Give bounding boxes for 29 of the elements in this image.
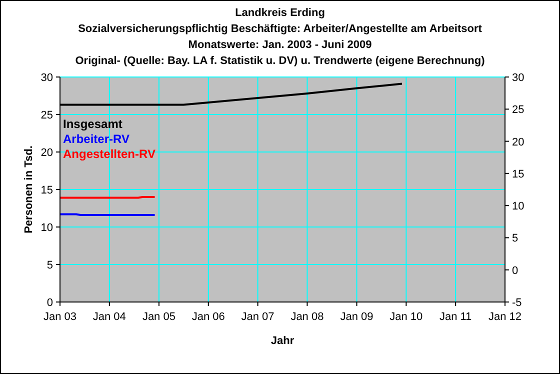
y2-tick-label: 25 xyxy=(512,104,524,116)
x-tick-label: Jan 07 xyxy=(241,311,274,323)
y2-tick-label: 5 xyxy=(512,232,518,245)
y-tick-label: 25 xyxy=(40,110,53,122)
x-tick-label: Jan 08 xyxy=(290,311,324,323)
y-tick-label: 10 xyxy=(40,222,53,234)
x-tick-label: Jan 12 xyxy=(488,311,522,323)
y-tick-label: 15 xyxy=(40,184,53,196)
y2-tick-label: -5 xyxy=(512,297,522,309)
x-tick-label: Jan 05 xyxy=(142,311,176,323)
x-tick-label: Jan 03 xyxy=(43,311,77,323)
x-tick-label: Jan 11 xyxy=(439,311,472,323)
y-tick-label: 0 xyxy=(46,297,53,309)
x-tick-label: Jan 04 xyxy=(92,311,126,323)
y2-tick-label: 30 xyxy=(512,72,524,84)
x-axis-title: Jahr xyxy=(270,335,295,347)
y-tick-label: 5 xyxy=(46,260,53,272)
x-tick-label: Jan 09 xyxy=(340,311,374,323)
y2-tick-label: 0 xyxy=(512,264,518,277)
y2-tick-label: 20 xyxy=(512,136,524,148)
y2-tick-label: 10 xyxy=(512,200,524,213)
chart-subtitle: Sozialversicherungspflichtig Beschäftigte: Arbeiter/Angestellte am Arbeitsort Monatswerte: Jan. 2003 - Juni 2009 Original- (Quelle: Bay. LA f. Statistik u. DV) u. Trendwerte (eigene Berechnung) xyxy=(75,23,486,67)
y-axis-title: Personen in Tsd. xyxy=(23,146,35,234)
x-tick-label: Jan 06 xyxy=(192,311,225,323)
y2-tick-label: 15 xyxy=(512,168,524,180)
y-tick-label: 30 xyxy=(40,72,53,84)
x-tick-label: Jan 10 xyxy=(390,311,423,323)
chart-title: Landkreis Erding xyxy=(235,7,325,19)
y-tick-label: 20 xyxy=(40,147,53,159)
